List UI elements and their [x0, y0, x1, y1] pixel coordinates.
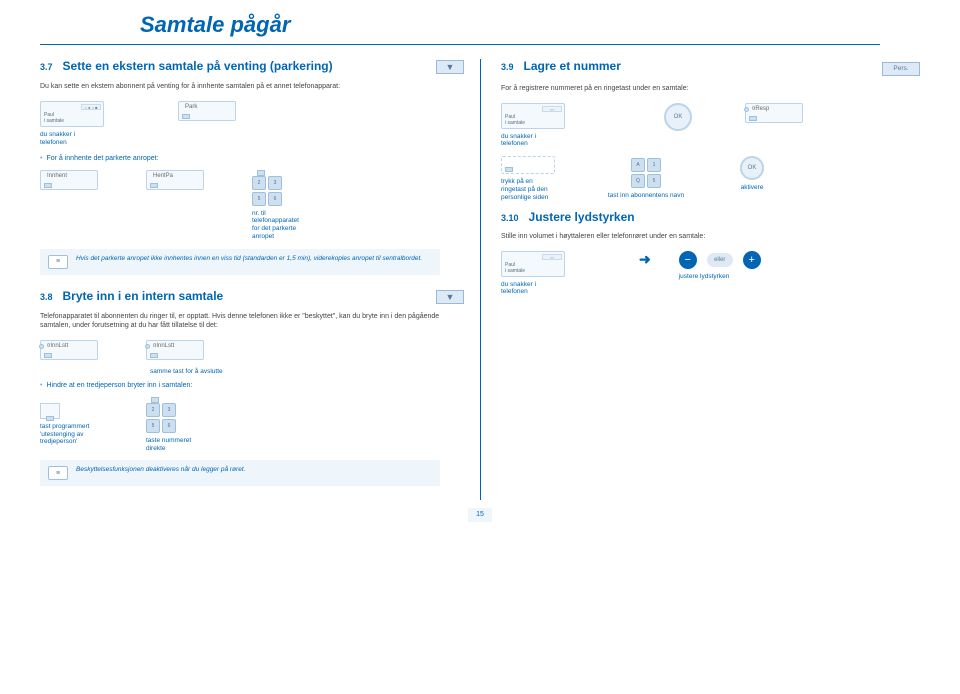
section-title: Bryte inn i en intern samtale — [63, 289, 224, 303]
keypad-icon: 2 3 5 6 — [252, 176, 282, 206]
softkey-label: Park — [185, 104, 197, 110]
section-39-header: 3.9 Lagre et nummer Pers. — [501, 59, 920, 76]
page-title: Samtale pågår — [40, 0, 880, 45]
lcd-line2: i samtale — [505, 120, 525, 126]
section-title: Sette en ekstern samtale på venting (par… — [63, 59, 333, 73]
section-number: 3.7 — [40, 62, 53, 72]
pers-badge: Pers. — [882, 62, 920, 76]
phone-display: ▫▫▫ Paul i samtale — [501, 251, 565, 277]
section-38-header: 3.8 Bryte inn i en intern samtale ▼ — [40, 289, 464, 304]
softkey-park: Park — [178, 101, 236, 121]
plus-button-icon: + — [743, 251, 761, 269]
note-icon: ≡ — [48, 255, 68, 269]
section-title: Lagre et nummer — [524, 59, 621, 73]
note-box: ≡ Hvis det parkerte anropet ikke innhent… — [40, 249, 440, 275]
step-label: aktivere — [741, 184, 764, 192]
note-text: Beskyttelsesfunksjonen deaktiveres når d… — [76, 466, 245, 474]
section-number: 3.9 — [501, 62, 514, 72]
section-310-header: 3.10 Justere lydstyrken — [501, 210, 920, 224]
softkey-innhent: Innhent — [40, 170, 98, 190]
lcd-line2: i samtale — [505, 268, 525, 274]
step-label: taste nummeret direkte — [146, 437, 191, 453]
step-label: trykk på en ringetast på den personlige … — [501, 178, 548, 201]
intro-text: Du kan sette en ekstern abonnent på vent… — [40, 82, 464, 91]
softkey-hentpa: HentPa — [146, 170, 204, 190]
phone-display: ○ ● ○ ■ Paul i samtale — [40, 101, 104, 127]
note-icon: ≡ — [48, 466, 68, 480]
bullet-text: For å innhente det parkerte anropet: — [40, 155, 464, 162]
section-number: 3.10 — [501, 213, 519, 223]
section-number: 3.8 — [40, 292, 53, 302]
note-text: Hvis det parkerte anropet ikke innhentes… — [76, 255, 422, 263]
step-label: nr. til telefonapparatet for det parkert… — [252, 210, 299, 241]
softkey-label: ¤Resp — [752, 106, 769, 112]
ringkey-icon — [501, 156, 555, 174]
minus-button-icon: − — [679, 251, 697, 269]
or-label: eller — [707, 253, 733, 267]
section-37-header: 3.7 Sette en ekstern samtale på venting … — [40, 59, 464, 74]
softkey-resp: ¤Resp — [745, 103, 803, 123]
step-label: samme tast for å avslutte — [150, 368, 464, 376]
step-label: du snakker i telefonen — [40, 131, 75, 147]
softkey-label: ¤InnLstt — [47, 343, 68, 349]
page-number: 15 — [468, 508, 492, 522]
chevron-down-icon: ▼ — [436, 290, 464, 304]
ok-wheel-icon: OK — [740, 156, 764, 180]
alpha-keypad-icon: A 1 Q 5 — [631, 158, 661, 188]
intro-text: For å registrere nummeret på en ringetas… — [501, 84, 920, 93]
chevron-down-icon: ▼ — [436, 60, 464, 74]
nav-wheel-icon: OK — [664, 103, 692, 131]
softkey-label: ¤InnLstt — [153, 343, 174, 349]
intro-text: Stille inn volumet i høyttaleren eller t… — [501, 232, 920, 241]
arrow-right-icon: ➜ — [639, 251, 651, 268]
step-label: justere lydstyrken — [679, 273, 730, 281]
note-box: ≡ Beskyttelsesfunksjonen deaktiveres når… — [40, 460, 440, 486]
lcd-line2: i samtale — [44, 118, 64, 124]
step-label: du snakker i telefonen — [501, 281, 536, 297]
lcd-icons: ▫▫▫ — [542, 254, 562, 260]
softkey-label: HentPa — [153, 173, 173, 179]
phone-display: ▫▫▫ Paul i samtale — [501, 103, 565, 129]
softkey-label: Innhent — [47, 173, 67, 179]
step-label: du snakker i telefonen — [501, 133, 536, 149]
intro-text: Telefonapparatet til abonnenten du ringe… — [40, 312, 464, 330]
bullet-text: Hindre at en tredjeperson bryter inn i s… — [40, 382, 464, 389]
softkey-innlstt: ¤InnLstt — [146, 340, 204, 360]
softkey-innlstt: ¤InnLstt — [40, 340, 98, 360]
section-title: Justere lydstyrken — [529, 210, 635, 224]
step-label: tast programmert 'utestenging av tredjep… — [40, 423, 90, 446]
lcd-icons: ▫▫▫ — [542, 106, 562, 112]
lcd-top-icons: ○ ● ○ ■ — [81, 104, 101, 110]
keypad-icon: 2 3 5 6 — [146, 403, 176, 433]
step-label: tast inn abonnentens navn — [608, 192, 684, 200]
